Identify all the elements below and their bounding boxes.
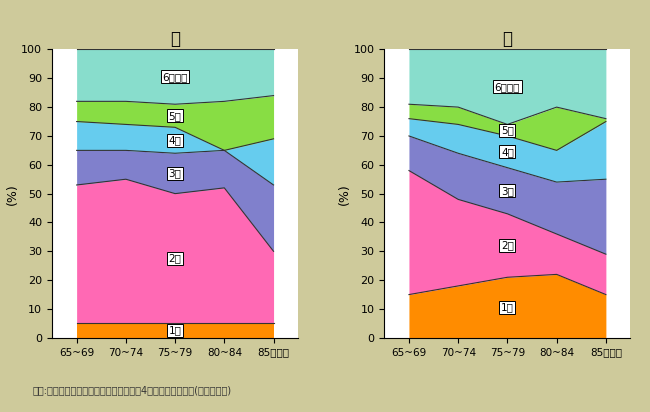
Text: 4人: 4人 — [168, 135, 181, 145]
Text: 3人: 3人 — [501, 186, 514, 196]
Text: 5人: 5人 — [501, 125, 514, 135]
Title: 女: 女 — [502, 30, 512, 48]
Title: 男: 男 — [170, 30, 180, 48]
Y-axis label: (%): (%) — [338, 183, 351, 204]
Text: 資料:国立社会保障・人口問題研究所「第4回世帯動態調査」(平成１１年): 資料:国立社会保障・人口問題研究所「第4回世帯動態調査」(平成１１年) — [32, 386, 231, 396]
Text: 5人: 5人 — [168, 111, 181, 121]
Text: 1人: 1人 — [168, 325, 181, 336]
Text: 2人: 2人 — [168, 253, 181, 264]
Text: 3人: 3人 — [168, 169, 181, 178]
Text: 6人以上: 6人以上 — [495, 82, 520, 92]
Text: 1人: 1人 — [501, 302, 514, 313]
Y-axis label: (%): (%) — [5, 183, 18, 204]
Text: 6人以上: 6人以上 — [162, 72, 188, 82]
Text: 2人: 2人 — [501, 241, 514, 250]
Text: 4人: 4人 — [501, 147, 514, 157]
